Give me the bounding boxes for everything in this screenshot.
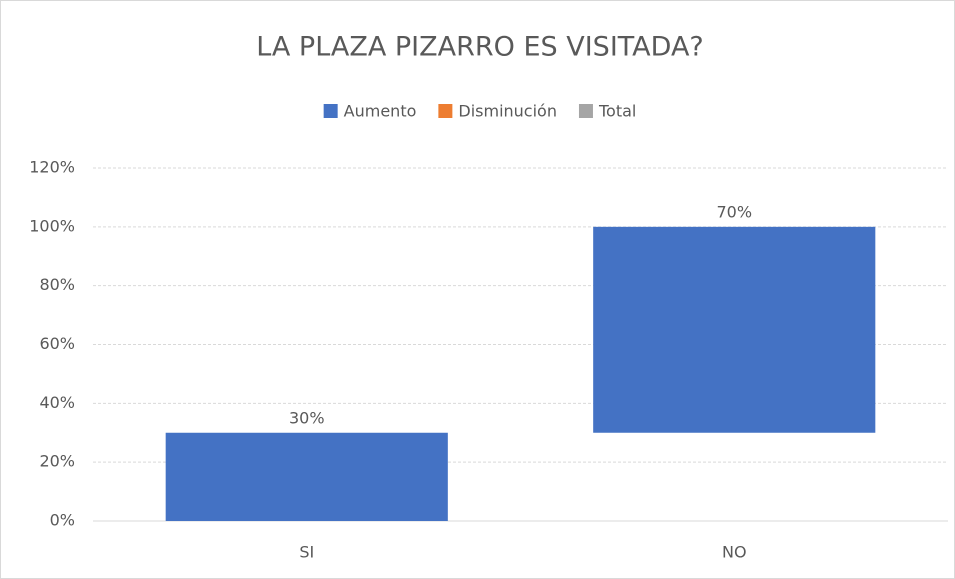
- legend-label: Disminución: [458, 102, 557, 121]
- data-label: 70%: [716, 202, 752, 221]
- x-tick-label: SI: [299, 543, 314, 562]
- y-tick-label: 40%: [39, 393, 75, 412]
- legend-label: Aumento: [344, 102, 417, 121]
- bar: [165, 432, 448, 521]
- x-tick-label: NO: [722, 543, 747, 562]
- chart-title: LA PLAZA PIZARRO ES VISITADA?: [256, 32, 704, 63]
- y-tick-label: 20%: [39, 452, 75, 471]
- y-tick-label: 120%: [29, 158, 75, 177]
- y-tick-label: 0%: [50, 511, 75, 530]
- legend-label: Total: [598, 102, 636, 121]
- y-tick-label: 80%: [39, 275, 75, 294]
- legend-swatch: [323, 104, 338, 118]
- legend-swatch: [438, 104, 453, 118]
- data-label: 30%: [289, 408, 325, 427]
- legend-swatch: [578, 104, 593, 118]
- y-tick-label: 100%: [29, 216, 75, 235]
- bar: [593, 226, 876, 433]
- y-tick-label: 60%: [39, 334, 75, 353]
